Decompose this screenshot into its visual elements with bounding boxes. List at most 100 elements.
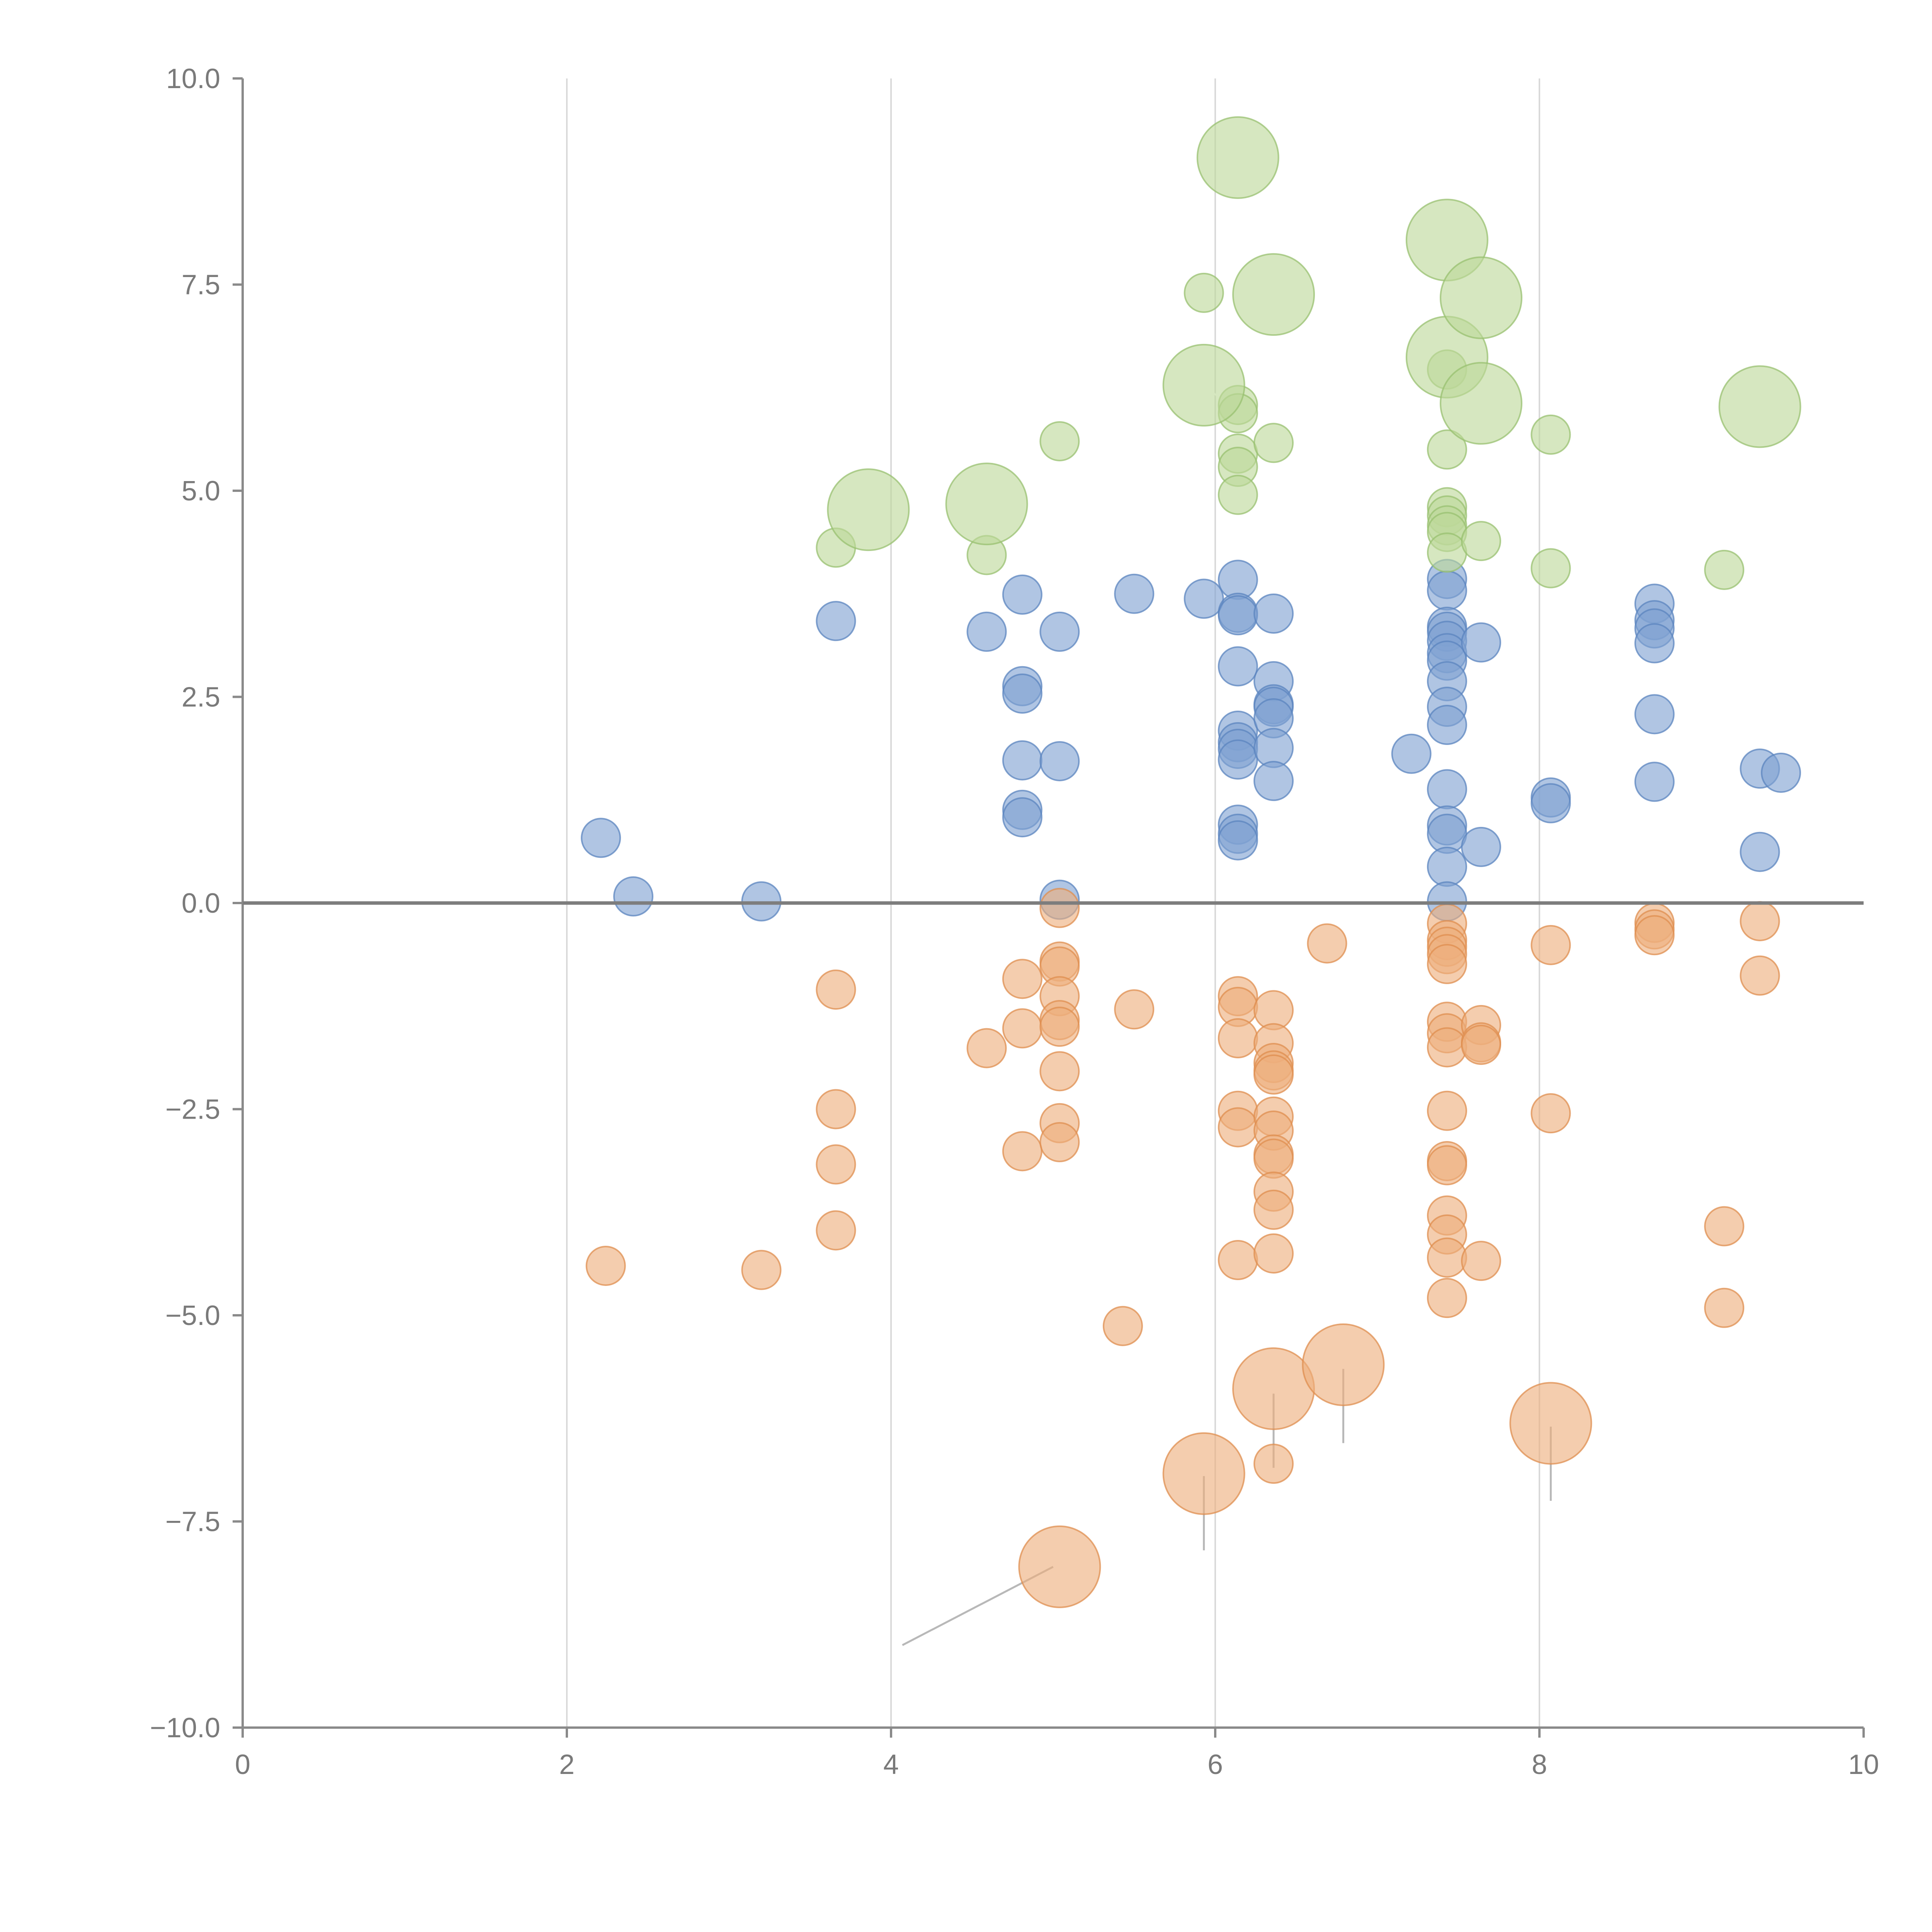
data-point-blue	[613, 876, 653, 917]
data-point-blue	[1391, 733, 1432, 774]
data-point-blue	[1634, 623, 1675, 663]
data-point-green	[1704, 549, 1745, 590]
data-point-green	[1232, 253, 1315, 336]
y-tick-label: 7.5	[182, 270, 220, 301]
data-point-orange	[1253, 1233, 1294, 1274]
data-point-orange	[966, 1028, 1007, 1068]
data-point-green	[1162, 344, 1245, 427]
data-point-blue	[581, 818, 621, 858]
x-tick-label: 8	[1532, 1749, 1547, 1780]
data-point-blue	[1427, 705, 1467, 745]
y-tick-label: −7.5	[165, 1507, 220, 1537]
data-point-blue	[1039, 741, 1080, 781]
data-point-orange	[741, 1250, 782, 1290]
data-point-orange	[1427, 1278, 1467, 1318]
data-point-blue	[1761, 752, 1801, 793]
data-point-orange	[1018, 1525, 1101, 1608]
data-point-orange	[1461, 1025, 1501, 1065]
data-point-orange	[1427, 1237, 1467, 1278]
data-point-blue	[1002, 574, 1043, 615]
data-point-blue	[1218, 820, 1258, 861]
data-point-orange	[1039, 1051, 1080, 1092]
data-point-orange	[1162, 1432, 1245, 1515]
tick-label-layer: 10.0 7.5 5.0 2.5 0.0 −2.5 −5.0 −7.5 −10.0 0 2 4 6 8 10	[150, 63, 1879, 1780]
data-point-orange	[585, 1245, 626, 1286]
data-point-blue	[1218, 646, 1258, 687]
data-point-orange	[1302, 1323, 1385, 1406]
data-point-orange	[816, 969, 856, 1010]
data-point-orange	[1427, 1027, 1467, 1068]
data-point-orange	[1039, 1122, 1080, 1162]
data-point-orange	[816, 1210, 856, 1251]
data-point-blue	[1253, 761, 1294, 801]
data-point-orange	[1427, 944, 1467, 984]
y-tick-label: −10.0	[150, 1713, 220, 1743]
data-point-orange	[1114, 989, 1155, 1030]
data-point-green	[1531, 548, 1571, 588]
x-tick-label: 2	[559, 1749, 575, 1780]
data-point-green	[1218, 474, 1258, 515]
data-point-orange	[1634, 915, 1675, 956]
data-point-green	[945, 463, 1028, 546]
data-point-green	[1039, 421, 1080, 461]
data-point-green	[1196, 116, 1279, 199]
data-point-orange	[816, 1144, 856, 1185]
data-point-blue	[1531, 783, 1571, 823]
data-point-green	[827, 468, 910, 551]
data-point-orange	[1218, 1018, 1258, 1058]
connector-layer	[859, 153, 1763, 1646]
x-tick-label: 10	[1848, 1749, 1879, 1780]
x-tick-label: 0	[235, 1749, 250, 1780]
data-point-blue	[1002, 740, 1043, 781]
data-point-orange	[1002, 1008, 1043, 1049]
data-point-orange	[1427, 1090, 1467, 1131]
data-point-orange	[1253, 1189, 1294, 1230]
data-point-blue	[1184, 578, 1224, 619]
data-point-orange	[1704, 1287, 1745, 1328]
data-point-orange	[1509, 1382, 1592, 1465]
data-point-orange	[1232, 1347, 1315, 1430]
data-point-green	[1427, 429, 1467, 470]
y-tick-label: 10.0	[166, 63, 220, 94]
data-point-green	[1253, 423, 1294, 463]
data-point-blue	[1740, 832, 1780, 872]
data-point-orange	[1427, 1145, 1467, 1185]
data-point-blue	[1218, 739, 1258, 780]
data-point-green	[1439, 256, 1522, 339]
y-tick-label: 5.0	[182, 476, 220, 507]
data-point-blue	[1114, 573, 1155, 614]
data-point-blue	[1634, 762, 1675, 802]
data-point-orange	[1253, 1444, 1294, 1484]
data-point-blue	[1039, 611, 1080, 652]
data-point-orange	[1218, 1107, 1258, 1148]
data-point-green	[1439, 362, 1522, 445]
data-point-orange	[1461, 1241, 1501, 1281]
data-point-orange	[1307, 923, 1347, 964]
data-point-blue	[816, 601, 856, 641]
data-point-blue	[1002, 797, 1043, 838]
data-point-orange	[1002, 1131, 1043, 1172]
data-point-green	[1531, 414, 1571, 455]
data-point-orange	[1039, 888, 1080, 928]
data-point-orange	[1218, 1240, 1258, 1281]
point-layer	[581, 116, 1801, 1608]
data-point-orange	[1531, 925, 1571, 965]
data-point-orange	[1740, 901, 1780, 941]
data-point-orange	[1704, 1206, 1745, 1247]
x-tick-label: 6	[1208, 1749, 1223, 1780]
data-point-orange	[1002, 959, 1043, 999]
data-point-blue	[1461, 827, 1501, 867]
data-point-orange	[1102, 1306, 1143, 1346]
data-point-orange	[1253, 1054, 1294, 1095]
data-point-blue	[1427, 847, 1467, 887]
data-point-blue	[1002, 673, 1043, 714]
data-point-green	[1427, 532, 1467, 573]
data-point-blue	[1461, 622, 1501, 663]
data-point-green	[1718, 365, 1801, 448]
data-point-green	[1461, 521, 1501, 561]
x-tick-label: 4	[883, 1749, 899, 1780]
data-point-orange	[816, 1089, 856, 1129]
data-point-blue	[1634, 694, 1675, 735]
data-point-blue	[1218, 595, 1258, 636]
